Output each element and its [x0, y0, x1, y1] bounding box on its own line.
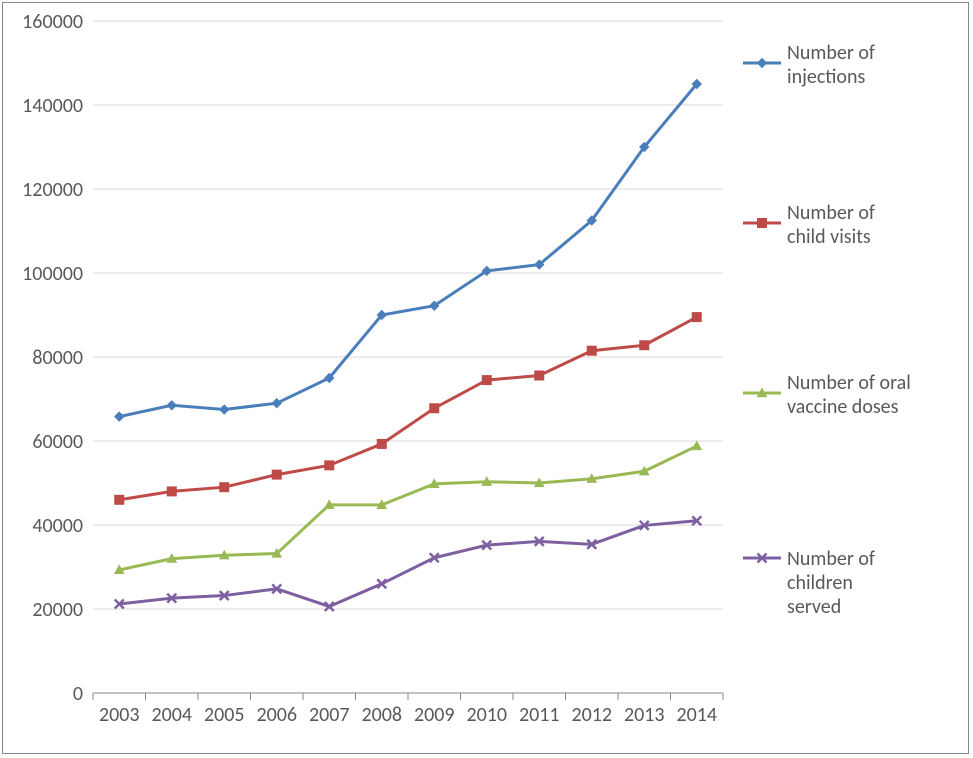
y-tick-label: 140000	[22, 94, 83, 118]
x-tick-label: 2013	[624, 703, 665, 727]
legend-item-oral_vaccine: Number of oralvaccine doses	[743, 371, 911, 419]
marker-square	[482, 376, 491, 385]
chart-frame: 0 20000 40000 60000 80000 100000 120000 140000 1…	[2, 2, 969, 754]
line-chart: 0 20000 40000 60000 80000 100000 120000 140000 1…	[3, 3, 970, 755]
y-tick-label: 0	[73, 682, 83, 706]
x-tick-label: 2004	[151, 703, 192, 727]
marker-square	[758, 219, 767, 228]
marker-square	[220, 483, 229, 492]
x-tick-label: 2003	[99, 703, 140, 727]
y-tick-label: 160000	[22, 10, 83, 34]
legend-item-injections: Number ofinjections	[743, 41, 875, 89]
legend-item-child_visits: Number ofchild visits	[743, 201, 875, 249]
marker-square	[115, 495, 124, 504]
series-line	[119, 84, 697, 417]
marker-square	[325, 461, 334, 470]
x-tick-label: 2010	[466, 703, 507, 727]
series-line	[119, 446, 697, 570]
marker-square	[167, 487, 176, 496]
marker-diamond	[220, 405, 229, 414]
marker-square	[535, 371, 544, 380]
x-tick-label: 2014	[676, 703, 717, 727]
x-tick-label: 2012	[571, 703, 612, 727]
marker-square	[272, 470, 281, 479]
marker-square	[430, 404, 439, 413]
series-line	[119, 521, 697, 607]
legend-label: Number of oralvaccine doses	[787, 371, 911, 419]
marker-square	[587, 346, 596, 355]
y-tick-label: 40000	[32, 514, 83, 538]
y-tick-label: 100000	[22, 262, 83, 286]
marker-diamond	[115, 412, 124, 421]
x-tick-label: 2006	[256, 703, 297, 727]
legend-label: Number ofchildrenserved	[787, 547, 875, 619]
x-tick-label: 2007	[309, 703, 350, 727]
marker-triangle	[692, 442, 701, 450]
marker-diamond	[167, 401, 176, 410]
series-children_served	[115, 516, 702, 611]
y-tick-label: 120000	[22, 178, 83, 202]
y-tick-label: 80000	[32, 346, 83, 370]
marker-square	[640, 341, 649, 350]
x-tick-label: 2009	[414, 703, 455, 727]
x-tick-label: 2005	[204, 703, 245, 727]
y-tick-label: 60000	[32, 430, 83, 454]
x-tick-label: 2011	[519, 703, 560, 727]
series-injections	[115, 80, 702, 422]
marker-square	[377, 439, 386, 448]
marker-diamond	[758, 59, 767, 68]
y-tick-label: 20000	[32, 598, 83, 622]
x-tick-label: 2008	[361, 703, 402, 727]
marker-square	[692, 313, 701, 322]
legend-item-children_served: Number ofchildrenserved	[743, 547, 875, 619]
legend-label: Number ofinjections	[787, 41, 875, 89]
series-oral_vaccine	[115, 442, 702, 574]
legend-label: Number ofchild visits	[787, 201, 875, 249]
